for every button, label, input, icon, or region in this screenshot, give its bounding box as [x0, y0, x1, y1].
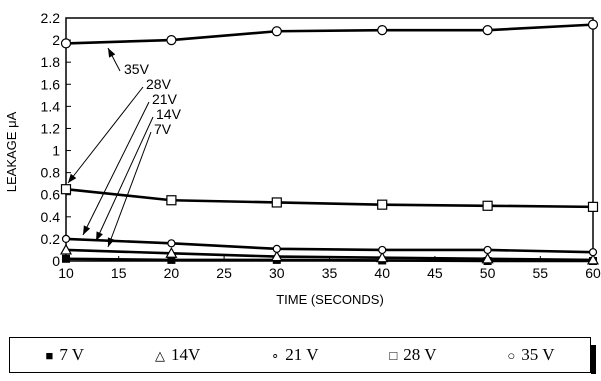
legend-label: 28 V — [403, 345, 437, 364]
y-tick-label: 2.2 — [41, 10, 61, 26]
legend-item: □ 28 V — [389, 345, 436, 365]
data-point — [376, 251, 389, 263]
annotation-arrowhead — [107, 237, 115, 247]
annotation-leader — [82, 101, 150, 236]
x-tick-label: 35 — [322, 265, 338, 281]
data-point — [61, 234, 71, 244]
data-point — [271, 197, 282, 208]
series-line — [65, 237, 594, 254]
annotation-label: 21V — [152, 91, 178, 107]
data-point — [587, 201, 599, 212]
legend-marker-icon: □ — [389, 347, 398, 363]
y-tick-label: 1.6 — [41, 76, 61, 92]
legend-item: ∘ 21 V — [271, 345, 318, 365]
legend-item: ○ 35 V — [507, 345, 554, 365]
data-point — [166, 195, 177, 206]
data-point — [271, 26, 282, 37]
annotation-label: 7V — [154, 121, 172, 137]
plot-frame — [65, 17, 594, 262]
legend-item: ■ 7 V — [45, 345, 84, 365]
data-point — [270, 250, 283, 262]
x-tick-label: 25 — [216, 265, 232, 281]
legend-label: 35 V — [521, 345, 555, 364]
series-line — [65, 187, 594, 209]
data-point — [377, 199, 388, 210]
data-point — [166, 34, 177, 46]
y-tick-label: 1.4 — [41, 98, 61, 114]
y-tick-label: 2 — [52, 32, 60, 48]
y-tick-label: 0.8 — [41, 165, 61, 181]
annotation-arrowhead — [96, 231, 103, 241]
y-axis-title: LEAKAGE μA — [4, 111, 19, 192]
legend-marker-icon: △ — [154, 347, 165, 363]
x-axis-title: TIME (SECONDS) — [276, 292, 384, 307]
x-tick-label: 10 — [58, 265, 74, 281]
plot-axes — [65, 17, 594, 262]
annotation-arrowhead — [83, 225, 91, 235]
legend: ■ 7 V △ 14V ∘ 21 V □ 28 V ○ 35 V — [9, 337, 591, 373]
data-point — [62, 254, 70, 263]
series-line — [65, 257, 593, 263]
data-point — [482, 200, 493, 211]
x-tick-label: 50 — [480, 265, 496, 281]
x-axis-ticks: 10 15 20 25 30 35 40 45 50 55 60 — [58, 256, 601, 281]
annotation-label: 14V — [156, 106, 182, 122]
data-point — [167, 255, 176, 264]
y-tick-label: 1.2 — [41, 120, 61, 136]
y-tick-label: 0.2 — [41, 231, 61, 247]
data-point — [165, 247, 178, 258]
series-points — [59, 19, 600, 265]
data-point — [377, 25, 388, 36]
y-tick-label: 0.4 — [41, 209, 61, 225]
annotation-arrowhead — [108, 48, 116, 58]
legend-label: 7 V — [59, 345, 85, 364]
series-lines — [65, 23, 594, 263]
data-point — [167, 239, 176, 248]
x-tick-label: 15 — [111, 265, 127, 281]
x-tick-label: 40 — [374, 265, 390, 281]
data-point — [60, 38, 72, 49]
data-point — [481, 252, 494, 264]
annotation-leader — [95, 116, 154, 242]
chart: 10 15 20 25 30 35 40 45 50 55 60 0 0.2 0.4 0.6 0.8 1 1.2… — [4, 10, 601, 307]
data-point — [586, 253, 600, 265]
series-line — [65, 248, 594, 262]
x-tick-label: 20 — [164, 265, 180, 281]
legend-label: 21 V — [285, 345, 319, 364]
series-line — [65, 23, 594, 45]
legend-shadow — [591, 345, 596, 374]
data-point — [378, 245, 387, 255]
annotation-leader — [107, 131, 152, 248]
annotation-leader — [67, 86, 144, 184]
data-point — [60, 184, 72, 195]
data-point — [59, 243, 73, 255]
y-tick-label: 1.8 — [41, 54, 61, 70]
data-point — [483, 245, 492, 255]
data-point — [272, 244, 281, 253]
x-tick-label: 45 — [427, 265, 443, 281]
y-tick-label: 0.6 — [41, 187, 61, 203]
x-tick-label: 60 — [585, 265, 601, 281]
legend-label: 14V — [170, 345, 201, 364]
data-point — [587, 19, 599, 30]
annotation-label: 28V — [146, 76, 172, 92]
legend-marker-icon: ∘ — [271, 347, 280, 363]
legend-marker-icon: ■ — [45, 347, 54, 363]
data-point — [588, 248, 598, 257]
annotation-label: 35V — [124, 61, 150, 77]
annotation-arrowhead — [68, 173, 77, 183]
y-axis-ticks: 0 0.2 0.4 0.6 0.8 1 1.2 1.4 1.6 1.8 2 2.2 — [41, 10, 71, 269]
y-tick-label: 1 — [52, 143, 60, 159]
x-tick-label: 55 — [533, 265, 549, 281]
y-tick-label: 0 — [52, 253, 60, 269]
x-tick-label: 30 — [269, 265, 285, 281]
legend-item: △ 14V — [155, 345, 200, 365]
data-point — [482, 25, 493, 36]
legend-marker-icon: ○ — [507, 347, 516, 363]
